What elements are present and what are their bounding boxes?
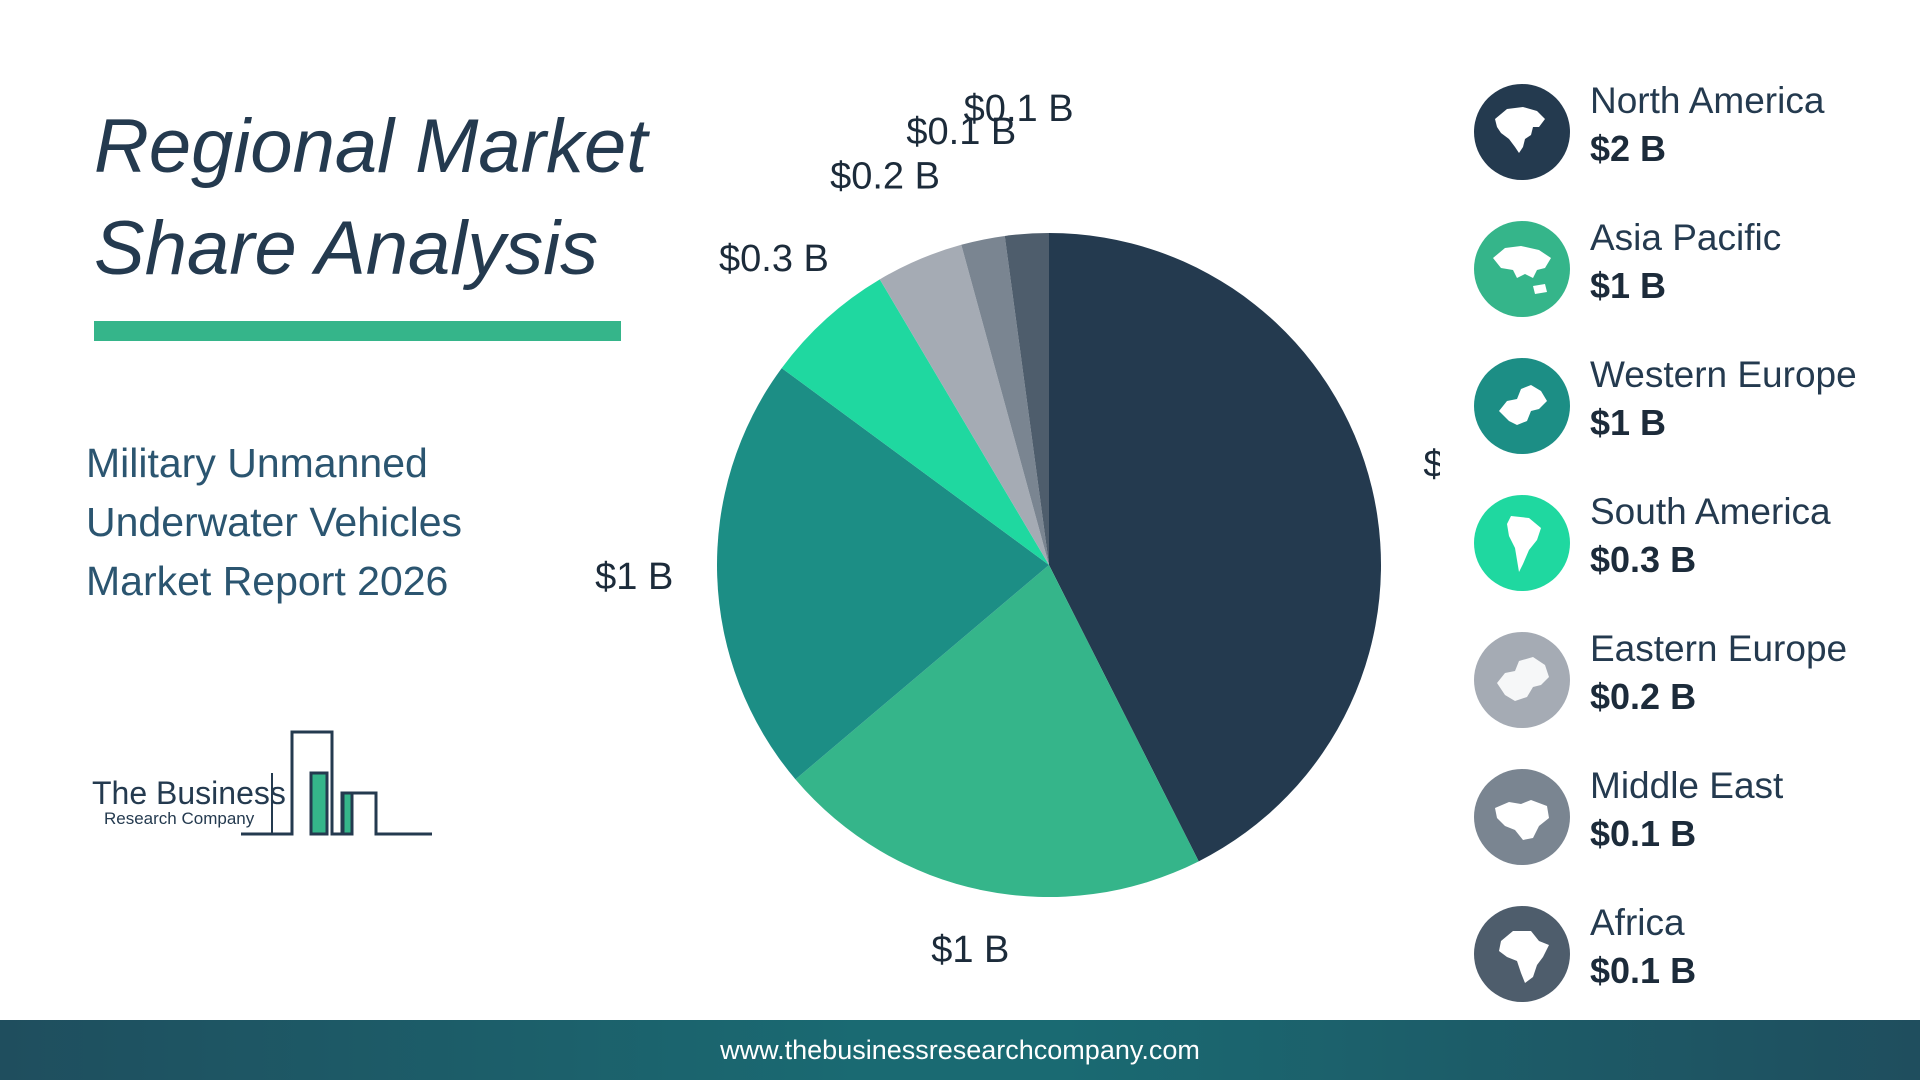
company-logo: The Business Research Company — [92, 728, 442, 838]
legend-item-north-america: North America $2 B — [1474, 80, 1914, 184]
data-label-africa: $0.1 B — [964, 88, 1074, 130]
legend-item-south-america: South America $0.3 B — [1474, 491, 1914, 595]
africa-map-icon — [1474, 906, 1570, 1002]
north-america-map-icon — [1474, 84, 1570, 180]
data-label-asia-pacific: $1 B — [931, 929, 1009, 971]
title-line-2: Share Analysis — [94, 206, 599, 291]
logo-bars-icon — [241, 730, 432, 836]
page-title: Regional Market Share Analysis — [94, 96, 654, 300]
pie-slice-north-america — [1049, 233, 1381, 862]
legend-value: $0.2 B — [1590, 676, 1697, 717]
pie-slice-middle-east — [961, 235, 1049, 565]
legend-value: $1 B — [1590, 265, 1667, 306]
pie-slice-south-america — [781, 279, 1049, 565]
pie-slice-asia-pacific — [795, 565, 1199, 897]
logo-text-primary: The Business — [92, 775, 286, 811]
footer-url: www.thebusinessresearchcompany.com — [720, 1034, 1200, 1065]
legend-name: Western Europe — [1590, 354, 1857, 395]
data-label-middle-east: $0.1 B — [906, 111, 1016, 153]
legend-name: Africa — [1590, 902, 1685, 943]
report-subtitle: Military Unmanned Underwater Vehicles Ma… — [86, 434, 546, 611]
data-label-western-europe: $1 B — [595, 556, 673, 598]
legend-item-asia-pacific: Asia Pacific $1 B — [1474, 217, 1914, 321]
legend-value: $2 B — [1590, 128, 1667, 169]
legend-name: Eastern Europe — [1590, 628, 1848, 669]
legend-value: $0.1 B — [1590, 813, 1697, 854]
pie-chart: $2 B$1 B$1 B$0.3 B$0.2 B$0.1 B$0.1 B — [595, 88, 1440, 971]
data-label-north-america: $2 B — [1423, 444, 1440, 486]
south-america-map-icon — [1474, 495, 1570, 591]
legend-item-africa: Africa $0.1 B — [1474, 902, 1914, 1006]
legend-name: Middle East — [1590, 765, 1784, 806]
legend-value: $1 B — [1590, 402, 1667, 443]
asia-pacific-map-icon — [1474, 221, 1570, 317]
pie-slice-eastern-europe — [879, 244, 1049, 565]
legend-name: Asia Pacific — [1590, 217, 1782, 258]
legend-name: South America — [1590, 491, 1831, 532]
western-europe-map-icon — [1474, 358, 1570, 454]
legend-name: North America — [1590, 80, 1825, 121]
pie-slice-western-europe — [716, 368, 1049, 780]
data-label-eastern-europe: $0.2 B — [830, 155, 940, 197]
legend-item-eastern-europe: Eastern Europe $0.2 B — [1474, 628, 1914, 732]
logo-text-secondary: Research Company — [104, 809, 255, 828]
subtitle-line-3: Market Report 2026 — [86, 558, 449, 604]
legend-item-middle-east: Middle East $0.1 B — [1474, 765, 1914, 869]
legend-value: $0.3 B — [1590, 539, 1697, 580]
subtitle-line-2: Underwater Vehicles — [86, 499, 463, 545]
title-line-1: Regional Market — [94, 104, 648, 189]
legend-value: $0.1 B — [1590, 950, 1697, 991]
footer-bar: www.thebusinessresearchcompany.com — [0, 1020, 1920, 1080]
eastern-europe-map-icon — [1474, 632, 1570, 728]
legend-item-western-europe: Western Europe $1 B — [1474, 354, 1914, 458]
subtitle-line-1: Military Unmanned — [86, 440, 428, 486]
pie-slice-africa — [1004, 233, 1049, 565]
title-underline — [94, 321, 621, 341]
middle-east-map-icon — [1474, 769, 1570, 865]
data-label-south-america: $0.3 B — [719, 238, 829, 280]
